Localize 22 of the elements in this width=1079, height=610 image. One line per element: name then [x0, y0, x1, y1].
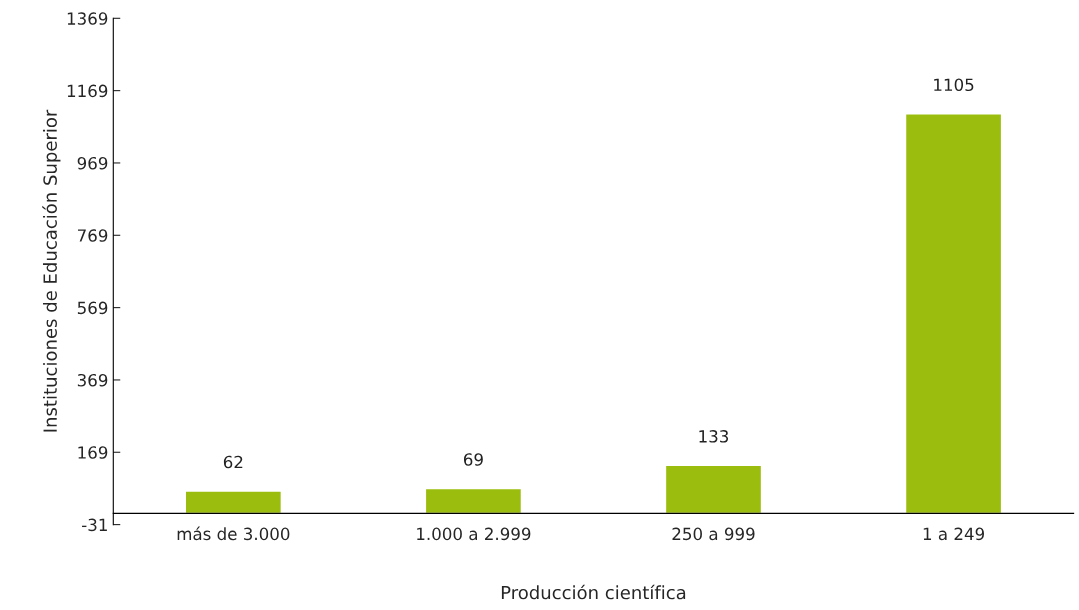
bar: [424, 487, 523, 515]
x-tick-label: más de 3.000: [177, 526, 290, 541]
x-tick-label: 1.000 a 2.999: [417, 527, 531, 541]
x-tick-label: 1 a 249: [923, 527, 985, 541]
bar: [184, 490, 283, 515]
y-tick-label: 1369: [67, 12, 108, 25]
y-tick-label: 569: [77, 301, 108, 315]
y-tick-label: 769: [77, 229, 108, 242]
x-tick-label: 250 a 999: [672, 527, 755, 541]
data-label: 1105: [934, 78, 974, 92]
y-tick-label: 969: [77, 156, 108, 170]
bar: [664, 464, 763, 515]
y-tick-label: 1169: [67, 84, 108, 98]
data-label: 62: [223, 455, 243, 469]
y-tick-label: 369: [77, 373, 108, 387]
bar: [904, 113, 1003, 515]
data-label: 133: [699, 430, 729, 443]
y-tick-label: 169: [78, 446, 108, 459]
y-tick-label: -31: [82, 518, 107, 532]
y-axis-title: Instituciones de Educación Superior: [42, 109, 61, 432]
x-axis-title: Producción científica: [501, 584, 686, 600]
data-label: 69: [463, 453, 483, 466]
